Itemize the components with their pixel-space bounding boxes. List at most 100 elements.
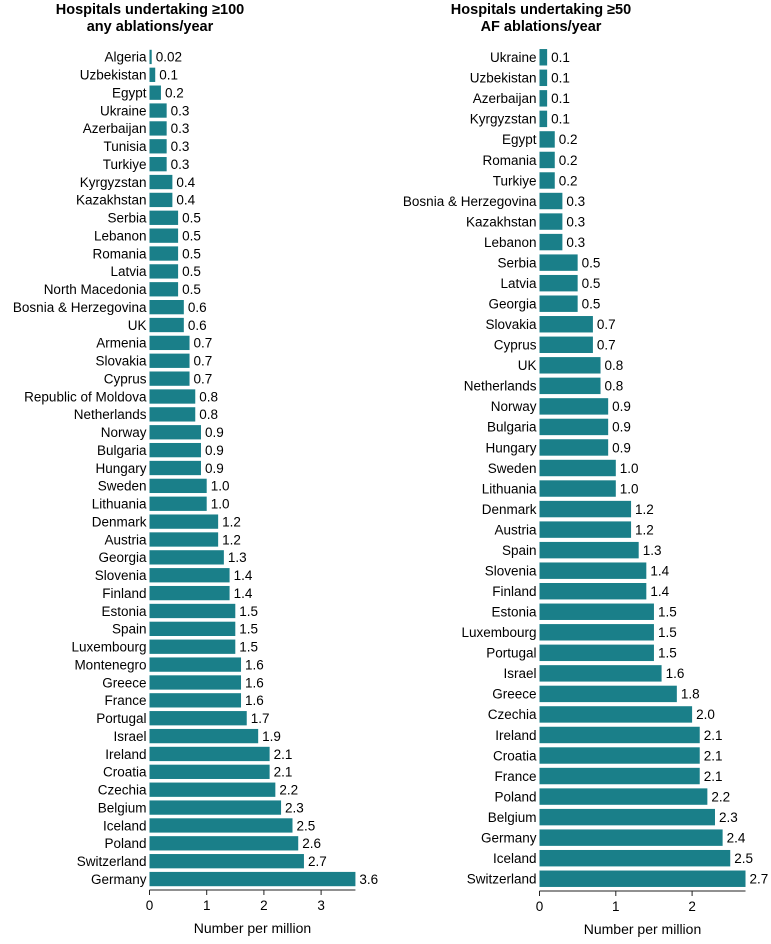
category-label: Iceland: [103, 818, 147, 833]
value-label: 0.2: [559, 132, 578, 147]
x-tick-label: 0: [146, 898, 154, 913]
category-label: Kyrgyzstan: [80, 175, 147, 190]
bar: [149, 514, 219, 529]
bar: [149, 818, 293, 833]
bar: [539, 110, 548, 128]
value-label: 1.9: [262, 729, 281, 744]
value-label: 0.2: [559, 153, 578, 168]
category-label: Azerbaijan: [83, 121, 147, 136]
bar: [149, 67, 156, 82]
value-label: 0.1: [551, 50, 570, 65]
bar: [149, 49, 152, 65]
bar: [539, 541, 639, 559]
category-label: UK: [518, 358, 537, 373]
bar: [539, 213, 563, 230]
value-label: 2.6: [302, 836, 321, 851]
category-label: Lithuania: [482, 481, 537, 496]
bar: [539, 274, 578, 292]
category-label: Israel: [113, 729, 146, 744]
category-label: Sweden: [98, 479, 147, 494]
value-label: 0.5: [182, 282, 201, 297]
category-label: Uzbekistan: [470, 71, 537, 86]
chart-title: Hospitals undertaking ≥100 any ablations/…: [56, 2, 244, 35]
category-label: Lithuania: [92, 497, 147, 512]
bar: [149, 317, 184, 333]
bar: [539, 418, 609, 436]
category-label: Luxembourg: [71, 640, 146, 655]
bar: [149, 121, 167, 136]
value-label: 0.5: [582, 297, 601, 312]
chart-title-line: AF ablations/year: [481, 19, 602, 35]
bar: [539, 49, 548, 66]
category-label: Greece: [492, 687, 536, 702]
bar: [149, 568, 230, 583]
category-label: Slovakia: [95, 354, 147, 369]
value-label: 1.7: [251, 711, 270, 726]
value-label: 1.5: [658, 605, 677, 620]
value-label: 1.2: [222, 532, 241, 547]
value-label: 1.0: [620, 481, 639, 496]
bar: [149, 693, 242, 708]
category-label: Bosnia & Herzegovina: [403, 194, 537, 209]
category-label: Cyprus: [494, 338, 537, 353]
value-label: 0.8: [199, 389, 218, 404]
bar: [539, 439, 609, 456]
value-label: 0.6: [188, 300, 207, 315]
category-label: Slovenia: [485, 563, 537, 578]
value-label: 0.3: [566, 214, 585, 229]
bar: [539, 788, 708, 805]
bar: [149, 103, 167, 118]
category-label: Cyprus: [104, 371, 147, 386]
category-label: Switzerland: [467, 872, 537, 887]
x-axis-label: Number per million: [584, 921, 701, 937]
category-label: Latvia: [500, 276, 537, 291]
bar: [539, 808, 715, 826]
category-label: Estonia: [491, 605, 537, 620]
bar: [149, 603, 236, 619]
chart-title: Hospitals undertaking ≥50 AF ablations/ye…: [451, 2, 631, 35]
panel-any-ablations: Hospitals undertaking ≥100 any ablations/…: [13, 2, 378, 936]
bar: [539, 151, 555, 169]
bar: [539, 521, 632, 538]
value-label: 1.6: [245, 693, 264, 708]
value-label: 2.1: [274, 747, 293, 762]
x-tick-label: 2: [688, 899, 696, 914]
value-label: 0.9: [205, 461, 224, 476]
value-label: 0.3: [171, 103, 190, 118]
value-label: 1.2: [222, 514, 241, 529]
category-label: Netherlands: [464, 379, 537, 394]
category-label: Sweden: [488, 461, 537, 476]
value-label: 2.1: [704, 748, 723, 763]
category-label: Czechia: [98, 783, 147, 798]
value-label: 1.4: [650, 563, 669, 578]
bar: [149, 478, 207, 494]
value-label: 0.8: [199, 407, 218, 422]
category-label: Republic of Moldova: [24, 389, 147, 404]
category-label: Azerbaijan: [473, 91, 537, 106]
bar: [539, 336, 593, 353]
bar: [149, 621, 236, 636]
value-label: 0.1: [159, 68, 178, 83]
bar: [149, 746, 270, 762]
category-label: Germany: [481, 830, 537, 845]
category-label: Croatia: [103, 765, 147, 780]
category-label: Denmark: [482, 502, 537, 517]
category-label: Georgia: [488, 297, 537, 312]
bar: [539, 295, 578, 312]
value-label: 2.5: [734, 851, 753, 866]
bar: [539, 131, 555, 148]
value-label: 0.9: [612, 440, 631, 455]
value-label: 0.7: [194, 336, 213, 351]
category-label: Switzerland: [77, 854, 147, 869]
x-tick-label: 2: [260, 898, 268, 913]
category-label: Belgium: [488, 810, 537, 825]
category-label: Poland: [494, 789, 536, 804]
category-label: Norway: [101, 425, 147, 440]
value-label: 1.6: [245, 675, 264, 690]
value-label: 1.6: [666, 666, 685, 681]
bar: [149, 836, 299, 851]
value-label: 0.7: [194, 371, 213, 386]
bar: [149, 85, 161, 100]
bar: [149, 657, 242, 672]
